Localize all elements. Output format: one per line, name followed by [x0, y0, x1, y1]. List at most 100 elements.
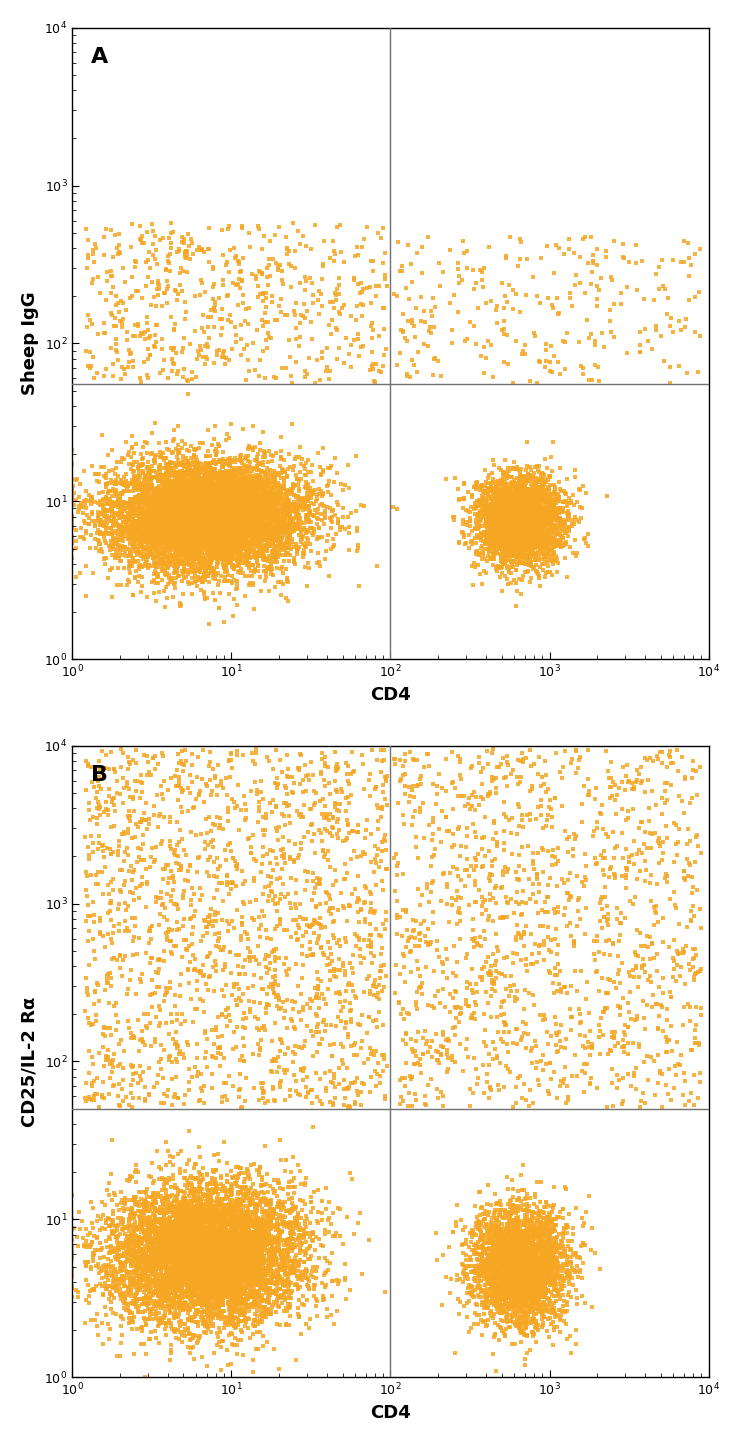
Point — [279, 1253, 290, 1276]
Point — [234, 512, 246, 535]
Point — [508, 518, 519, 541]
Point — [294, 1248, 306, 1271]
Point — [507, 550, 519, 573]
Point — [467, 908, 479, 931]
Point — [298, 1035, 310, 1058]
Point — [167, 495, 179, 518]
Point — [528, 1261, 540, 1284]
Point — [140, 544, 152, 567]
Point — [497, 502, 509, 525]
Point — [536, 522, 548, 545]
Point — [185, 521, 196, 544]
Point — [283, 530, 295, 553]
Point — [253, 522, 265, 545]
Point — [516, 504, 528, 527]
Point — [247, 486, 259, 509]
Point — [133, 1267, 145, 1290]
Point — [123, 1209, 135, 1232]
Point — [175, 496, 187, 519]
Point — [200, 1216, 212, 1240]
Point — [184, 470, 196, 494]
Point — [104, 1274, 116, 1297]
Point — [147, 522, 159, 545]
Point — [530, 498, 542, 521]
Point — [115, 517, 127, 540]
Point — [165, 535, 177, 558]
Point — [235, 494, 247, 517]
Point — [278, 512, 290, 535]
Point — [179, 518, 191, 541]
Point — [177, 466, 189, 489]
Point — [224, 303, 236, 326]
Point — [576, 1059, 588, 1082]
Point — [502, 1297, 514, 1320]
Point — [491, 525, 503, 548]
Point — [246, 502, 258, 525]
Point — [202, 488, 213, 511]
Point — [522, 1242, 534, 1266]
Point — [540, 479, 552, 502]
Point — [227, 505, 239, 528]
Point — [495, 1247, 507, 1270]
Point — [535, 496, 547, 519]
Point — [186, 1199, 198, 1222]
Point — [156, 551, 168, 574]
Point — [522, 545, 534, 569]
Point — [540, 1281, 552, 1304]
Point — [488, 1273, 500, 1296]
Point — [105, 870, 117, 893]
Point — [216, 531, 228, 554]
Point — [156, 485, 167, 508]
Point — [257, 1251, 269, 1274]
Point — [497, 1254, 509, 1277]
Point — [154, 502, 166, 525]
Point — [191, 1180, 203, 1203]
Point — [159, 1264, 171, 1287]
Point — [516, 495, 528, 518]
Point — [246, 506, 258, 530]
Point — [534, 1294, 546, 1317]
Point — [559, 896, 571, 919]
Point — [468, 1046, 480, 1069]
Point — [198, 1232, 210, 1255]
Point — [256, 1290, 268, 1313]
Point — [220, 560, 232, 583]
Point — [522, 535, 534, 558]
Point — [196, 543, 208, 566]
Point — [227, 1267, 239, 1290]
Point — [144, 1271, 156, 1294]
Point — [199, 531, 211, 554]
Point — [155, 1289, 167, 1312]
Point — [167, 1254, 179, 1277]
Point — [229, 547, 241, 570]
Point — [193, 468, 205, 491]
Point — [240, 1310, 252, 1333]
Point — [511, 1261, 523, 1284]
Point — [511, 532, 522, 556]
Point — [512, 491, 524, 514]
Point — [178, 1225, 190, 1248]
Point — [482, 517, 494, 540]
Point — [537, 508, 549, 531]
Point — [277, 1228, 289, 1251]
Point — [165, 535, 177, 558]
Point — [210, 1302, 222, 1325]
Point — [216, 506, 228, 530]
Point — [173, 1199, 185, 1222]
Point — [489, 483, 501, 506]
Point — [162, 1244, 173, 1267]
Point — [222, 1271, 233, 1294]
Point — [175, 505, 187, 528]
Point — [524, 1297, 536, 1320]
Point — [551, 1225, 563, 1248]
Point — [174, 1240, 186, 1263]
Point — [199, 1241, 210, 1264]
Point — [479, 528, 491, 551]
Point — [333, 980, 345, 1003]
Point — [395, 319, 407, 342]
Point — [184, 1167, 196, 1190]
Point — [197, 964, 209, 987]
Point — [177, 506, 189, 530]
Point — [235, 1287, 247, 1310]
Point — [556, 496, 568, 519]
